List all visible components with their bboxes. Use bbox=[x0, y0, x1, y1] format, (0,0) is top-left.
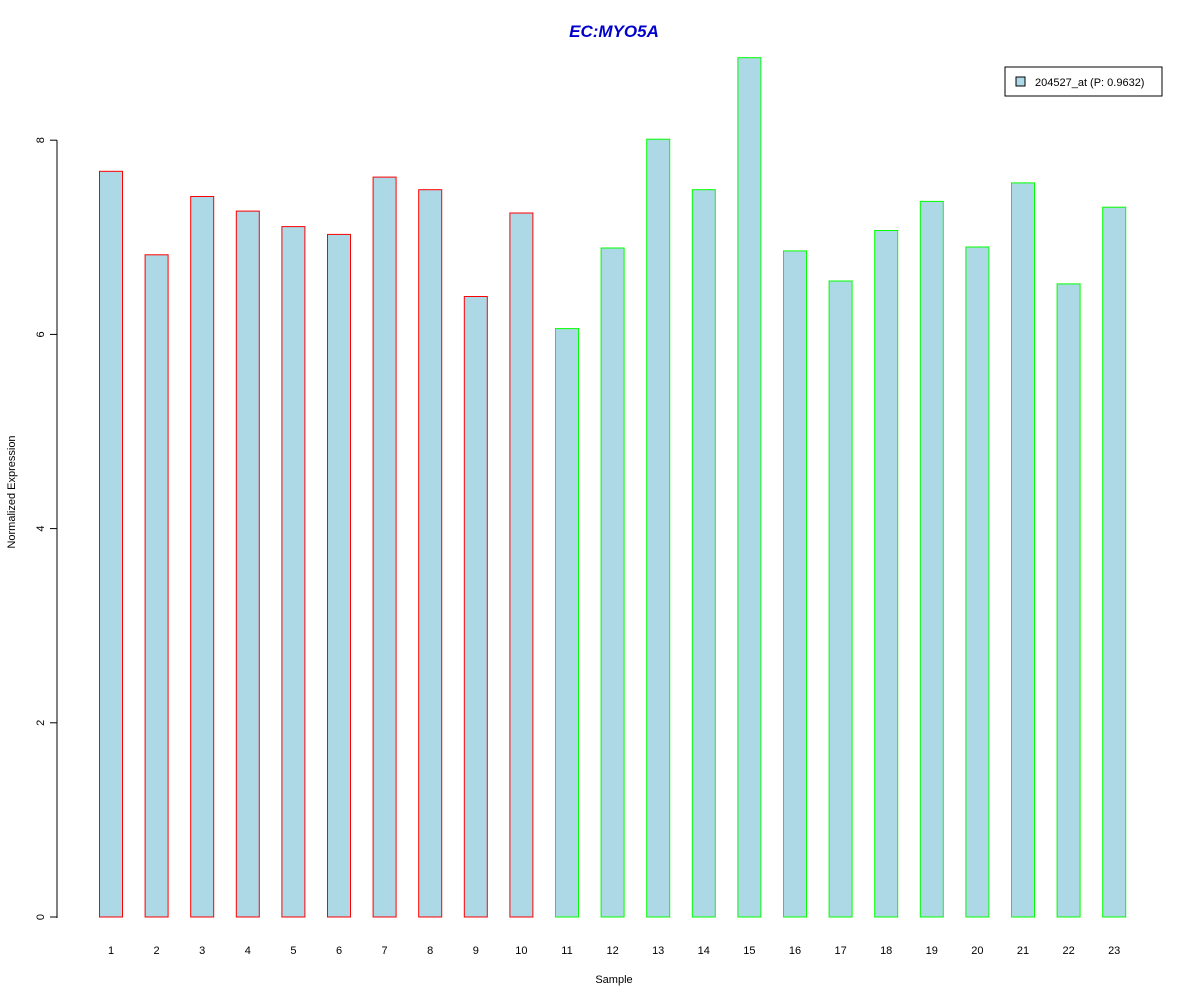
x-tick-label: 14 bbox=[698, 945, 710, 957]
bar-sample-9 bbox=[463, 296, 488, 918]
bar-sample-12 bbox=[600, 247, 625, 918]
x-tick-label: 6 bbox=[336, 945, 342, 957]
legend-box bbox=[1004, 66, 1163, 97]
x-axis-label: Sample bbox=[595, 974, 632, 986]
bar-sample-10 bbox=[509, 212, 534, 918]
bar-sample-18 bbox=[874, 230, 899, 918]
bar-sample-19 bbox=[919, 200, 944, 918]
x-tick-label: 17 bbox=[834, 945, 846, 957]
x-tick-label: 4 bbox=[245, 945, 251, 957]
x-tick-labels: 1 2 3 4 5 6 7 8 9 10 11 12 13 14 15 16 17 18 19 20 21 22 23 bbox=[108, 945, 1120, 957]
bar-sample-3 bbox=[190, 196, 215, 918]
y-axis: 0 2 4 6 8 bbox=[35, 137, 58, 920]
bar-sample-13 bbox=[646, 138, 671, 918]
y-axis-label: Normalized Expression bbox=[6, 435, 18, 548]
y-tick-label: 8 bbox=[35, 137, 47, 143]
x-tick-label: 11 bbox=[561, 945, 572, 957]
x-tick-label: 13 bbox=[652, 945, 664, 957]
bars bbox=[99, 57, 1127, 918]
x-tick-label: 9 bbox=[473, 945, 479, 957]
bar-sample-8 bbox=[418, 189, 443, 918]
legend-label: 204527_at (P: 0.9632) bbox=[1035, 77, 1144, 89]
bar-sample-17 bbox=[828, 280, 853, 918]
chart-title: EC:MYO5A bbox=[569, 22, 659, 41]
bar-sample-14 bbox=[691, 189, 716, 918]
bar-sample-2 bbox=[144, 254, 169, 918]
x-tick-label: 2 bbox=[154, 945, 160, 957]
y-tick-label: 6 bbox=[35, 331, 47, 337]
x-tick-label: 12 bbox=[606, 945, 618, 957]
x-tick-label: 3 bbox=[199, 945, 205, 957]
x-tick-label: 7 bbox=[382, 945, 388, 957]
x-tick-label: 18 bbox=[880, 945, 892, 957]
bar-sample-11 bbox=[555, 328, 579, 918]
x-tick-label: 8 bbox=[427, 945, 433, 957]
x-tick-label: 16 bbox=[789, 945, 801, 957]
y-tick-label: 0 bbox=[35, 914, 47, 920]
x-tick-label: 10 bbox=[515, 945, 527, 957]
bar-sample-1 bbox=[99, 170, 123, 918]
x-tick-label: 23 bbox=[1108, 945, 1120, 957]
bar-sample-6 bbox=[327, 233, 351, 918]
bar-sample-23 bbox=[1102, 206, 1127, 918]
bar-sample-7 bbox=[372, 176, 397, 918]
x-tick-label: 19 bbox=[926, 945, 938, 957]
x-tick-label: 22 bbox=[1062, 945, 1074, 957]
bar-sample-20 bbox=[965, 246, 990, 918]
x-tick-label: 5 bbox=[290, 945, 296, 957]
x-tick-label: 21 bbox=[1017, 945, 1029, 957]
bar-sample-22 bbox=[1056, 283, 1081, 918]
legend: 204527_at (P: 0.9632) bbox=[1004, 66, 1163, 97]
y-tick-label: 2 bbox=[35, 720, 47, 726]
bar-sample-21 bbox=[1011, 182, 1035, 918]
x-tick-label: 1 bbox=[108, 945, 114, 957]
bar-sample-16 bbox=[783, 250, 807, 918]
y-tick-label: 4 bbox=[35, 526, 47, 532]
bar-sample-4 bbox=[235, 210, 260, 918]
x-tick-label: 15 bbox=[743, 945, 755, 957]
bar-sample-15 bbox=[737, 57, 762, 918]
bar-sample-5 bbox=[281, 226, 306, 918]
legend-swatch bbox=[1015, 76, 1026, 87]
x-tick-label: 20 bbox=[971, 945, 983, 957]
